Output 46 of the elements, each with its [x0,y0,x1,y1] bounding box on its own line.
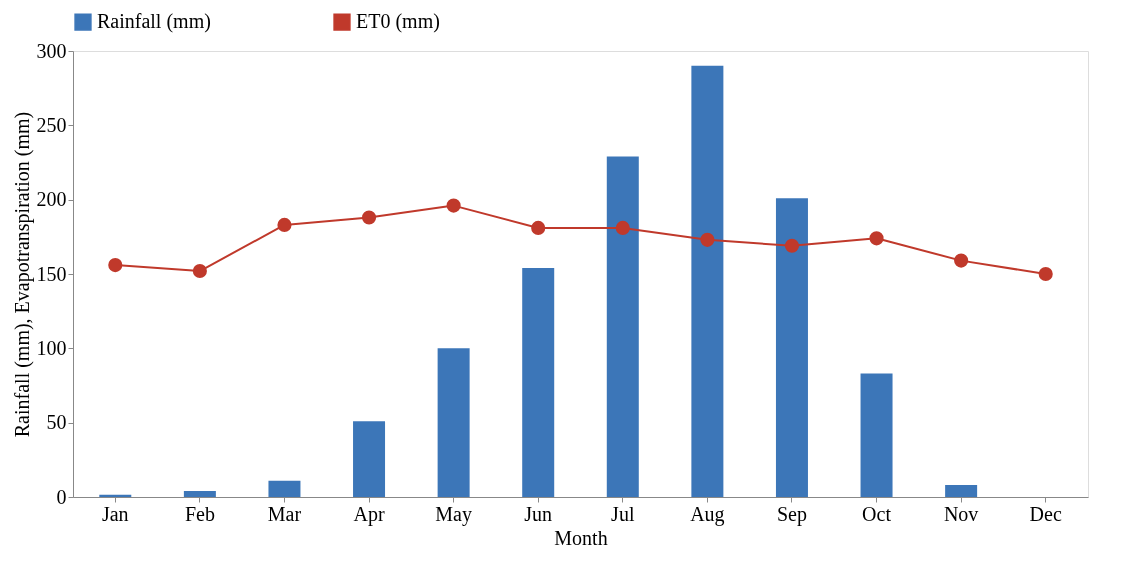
y-axis-title: Rainfall (mm), Evapotranspiration (mm) [10,111,34,438]
point [108,258,123,273]
x-tick-label: Mar [267,502,302,525]
bar [860,373,893,497]
x-tick-label: Feb [184,502,215,525]
y-tick-label: 100 [36,336,67,359]
bar [522,268,555,497]
point [954,253,969,268]
x-axis-title: Month [554,526,608,549]
x-tick-label: Jun [524,502,553,525]
x-tick-label: May [435,502,472,526]
x-tick-label: Jul [611,502,635,525]
bar [606,156,639,497]
x-tick-label: Nov [943,502,979,525]
bar [775,198,808,497]
y-tick-label: 200 [36,188,67,211]
y-tick-label: 50 [46,411,67,434]
legend-label: ET0 (mm) [356,10,440,34]
bar [353,421,386,497]
x-tick-label: Aug [690,502,725,526]
bar [268,480,301,497]
point [869,231,884,246]
x-tick-label: Sep [776,502,807,526]
point [615,220,630,235]
y-tick-label: 250 [36,113,67,136]
y-tick-label: 150 [36,262,67,285]
x-tick-label: Jan [101,502,129,525]
point [192,263,207,279]
point [531,220,546,235]
point [700,232,715,247]
bar [99,494,132,497]
y-tick-label: 0 [56,485,67,508]
point [277,217,292,232]
legend-label: Rainfall (mm) [97,10,211,34]
point [1038,266,1053,282]
bar [691,65,724,497]
point [446,198,461,213]
point [361,210,377,225]
x-tick-label: Dec [1029,502,1062,525]
x-tick-label: Apr [353,502,385,526]
bar [183,491,216,497]
bar [437,348,470,497]
point [784,238,800,253]
x-tick-label: Oct [862,502,892,525]
bar [945,485,978,497]
y-tick-label: 300 [36,39,67,62]
